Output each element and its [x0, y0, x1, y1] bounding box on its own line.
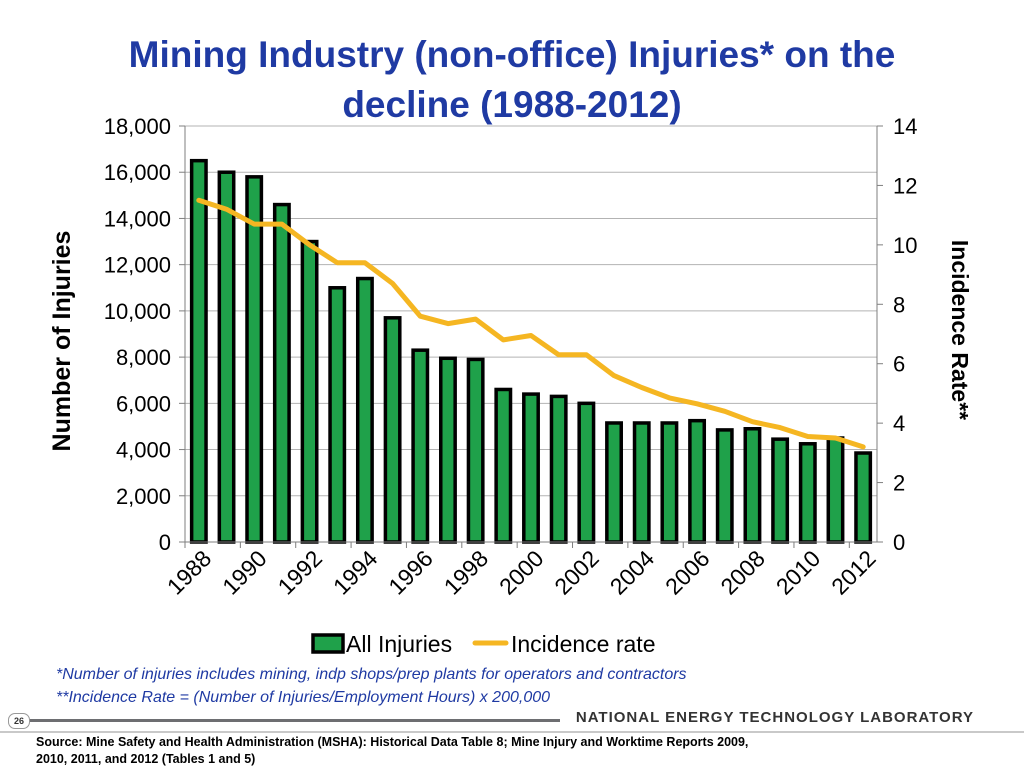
bar-1995 — [383, 316, 402, 544]
axes — [184, 126, 878, 543]
x-tick-label: 2000 — [494, 545, 549, 600]
bar-1989 — [217, 170, 236, 544]
bar-1998 — [466, 357, 485, 544]
bar-2001 — [549, 394, 568, 544]
footer-rule — [10, 719, 560, 722]
right-tick-label: 8 — [893, 292, 905, 317]
bar-2002 — [577, 401, 596, 544]
legend-label-incidence-rate: Incidence rate — [511, 631, 655, 657]
footer-divider — [0, 731, 1024, 733]
bar-2010 — [798, 442, 817, 544]
bar-1994 — [355, 276, 374, 544]
right-tick-label: 12 — [893, 173, 917, 198]
left-tick-label: 4,000 — [116, 438, 171, 463]
slide-title: Mining Industry (non-office) Injuries* o… — [40, 30, 984, 130]
x-tick-label: 2004 — [605, 545, 660, 600]
left-tick-label: 6,000 — [116, 391, 171, 416]
bar-2011 — [826, 436, 845, 544]
right-tick-label: 14 — [893, 114, 917, 139]
bar-1990 — [245, 175, 264, 544]
x-tick-label: 1994 — [328, 545, 383, 600]
bar-1997 — [439, 356, 457, 544]
source-line-2: 2010, 2011, and 2012 (Tables 1 and 5) — [36, 752, 256, 766]
title-line-1: Mining Industry (non-office) Injuries* o… — [128, 34, 896, 75]
x-tick-label: 2008 — [715, 545, 770, 600]
bar-2006 — [688, 418, 707, 544]
right-tick-label: 6 — [893, 352, 905, 377]
x-tick-label: 2002 — [549, 545, 604, 600]
bar-2008 — [743, 427, 762, 544]
left-tick-label: 10,000 — [104, 299, 171, 324]
legend: All Injuries Incidence rate — [311, 631, 655, 657]
left-tick-label: 8,000 — [116, 345, 171, 370]
source-line-1: Source: Mine Safety and Health Administr… — [36, 735, 749, 749]
right-tick-label: 2 — [893, 471, 905, 496]
bar-2007 — [715, 428, 734, 544]
x-tick-label: 1990 — [217, 545, 272, 600]
bar-2009 — [771, 437, 790, 544]
left-axis-ticks: 0 2,000 4,000 6,000 8,000 10,000 12,000 14,000 1… — [104, 114, 185, 555]
x-tick-label: 2006 — [660, 545, 715, 600]
bar-1996 — [411, 348, 430, 544]
x-tick-label: 2012 — [826, 545, 881, 600]
x-axis-ticks: 1988 1990 1992 1994 1996 1998 2000 2002 2004 2006… — [162, 542, 881, 600]
left-tick-label: 2,000 — [116, 484, 171, 509]
left-tick-label: 18,000 — [104, 114, 171, 139]
bar-1992 — [300, 239, 319, 544]
legend-swatch-all-injuries — [311, 633, 345, 654]
right-tick-label: 10 — [893, 233, 917, 258]
footnote-incidence-rate: **Incidence Rate = (Number of Injuries/E… — [56, 689, 551, 706]
bar-1988 — [189, 158, 208, 544]
legend-label-all-injuries: All Injuries — [346, 631, 452, 657]
injuries-chart: 0 2,000 4,000 6,000 8,000 10,000 12,000 14,000 1… — [48, 114, 973, 657]
x-tick-label: 1996 — [383, 545, 438, 600]
bar-1999 — [494, 387, 513, 544]
footnote-injuries: *Number of injuries includes mining, ind… — [56, 666, 687, 683]
bar-2003 — [605, 421, 623, 544]
left-tick-label: 12,000 — [104, 253, 171, 278]
bar-series — [189, 158, 873, 544]
left-axis-label: Number of Injuries — [48, 231, 76, 452]
right-axis-label: Incidence Rate** — [947, 240, 973, 420]
bar-2000 — [522, 392, 540, 544]
line-series — [196, 197, 866, 450]
source-citation: Source: Mine Safety and Health Administr… — [36, 734, 966, 768]
x-tick-label: 1998 — [439, 545, 494, 600]
bar-2005 — [660, 421, 679, 544]
right-tick-label: 0 — [893, 530, 905, 555]
left-tick-label: 0 — [159, 530, 171, 555]
incidence-rate-line — [196, 197, 866, 450]
left-tick-label: 16,000 — [104, 160, 171, 185]
bar-2004 — [632, 421, 651, 544]
x-tick-label: 1992 — [273, 545, 328, 600]
left-tick-label: 14,000 — [104, 206, 171, 231]
right-tick-label: 4 — [893, 411, 905, 436]
bar-1991 — [272, 202, 291, 544]
bar-1993 — [328, 286, 347, 544]
x-tick-label: 2010 — [771, 545, 826, 600]
page-number: 26 — [8, 713, 30, 729]
organization-logo-text: NATIONAL ENERGY TECHNOLOGY LABORATORY — [575, 709, 974, 726]
title-line-2: decline (1988-2012) — [342, 84, 682, 125]
right-axis-ticks: 0 2 4 6 8 10 12 14 — [877, 114, 917, 555]
bar-2012 — [854, 451, 873, 544]
